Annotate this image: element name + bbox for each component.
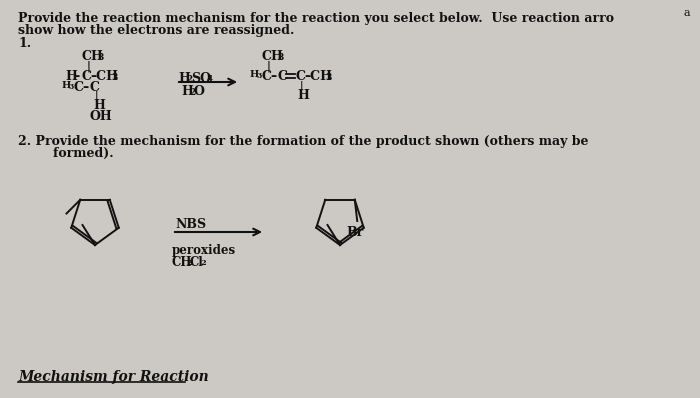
Text: –: – [82, 81, 88, 94]
Text: a: a [683, 8, 690, 18]
Text: NBS: NBS [175, 218, 206, 231]
Text: –CH: –CH [90, 70, 118, 83]
Text: 2: 2 [200, 259, 206, 267]
Text: 2: 2 [189, 88, 195, 97]
Text: show how the electrons are reassigned.: show how the electrons are reassigned. [18, 24, 295, 37]
Text: 3: 3 [111, 73, 118, 82]
Text: |: | [300, 80, 304, 90]
Text: |: | [87, 61, 91, 72]
Text: 3: 3 [68, 83, 74, 91]
Text: CH: CH [172, 256, 192, 269]
Text: 2. Provide the mechanism for the formation of the product shown (others may be: 2. Provide the mechanism for the formati… [18, 135, 589, 148]
Text: C: C [90, 81, 100, 94]
Text: OH: OH [90, 110, 113, 123]
Text: 2: 2 [186, 259, 192, 267]
Text: H: H [93, 99, 105, 112]
Text: Br: Br [346, 226, 363, 239]
Text: H: H [250, 70, 259, 79]
Text: 1.: 1. [18, 37, 31, 50]
Text: CH: CH [262, 50, 284, 63]
Text: SO: SO [191, 72, 211, 85]
Text: –: – [73, 70, 79, 83]
Text: 3: 3 [325, 73, 331, 82]
Text: C: C [74, 81, 84, 94]
Text: Provide the reaction mechanism for the reaction you select below.  Use reaction : Provide the reaction mechanism for the r… [18, 12, 614, 25]
Text: –CH: –CH [304, 70, 332, 83]
Text: peroxides: peroxides [172, 244, 236, 257]
Text: C: C [296, 70, 306, 83]
Text: 2: 2 [186, 75, 193, 84]
Text: |: | [267, 61, 271, 72]
Text: 4: 4 [207, 75, 214, 84]
Text: O: O [194, 85, 205, 98]
Text: |: | [95, 90, 99, 100]
Text: CH: CH [82, 50, 104, 63]
Text: 3: 3 [277, 53, 284, 62]
Text: C: C [82, 70, 92, 83]
Text: Mechanism for Reaction: Mechanism for Reaction [18, 370, 209, 384]
Text: H: H [178, 72, 190, 85]
Text: Cl: Cl [190, 256, 204, 269]
Text: –: – [270, 70, 276, 83]
Text: 3: 3 [256, 72, 261, 80]
Text: formed).: formed). [18, 147, 113, 160]
Text: H: H [65, 70, 77, 83]
Text: C: C [262, 70, 272, 83]
Text: H: H [297, 89, 309, 102]
Text: H: H [62, 81, 71, 90]
Text: H: H [181, 85, 193, 98]
Text: C: C [278, 70, 288, 83]
Text: 3: 3 [97, 53, 104, 62]
